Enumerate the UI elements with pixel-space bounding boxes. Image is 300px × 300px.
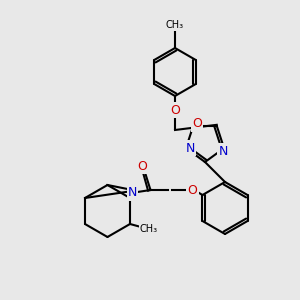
Text: O: O [192,117,202,130]
Text: N: N [128,187,137,200]
Text: O: O [188,184,197,196]
Text: CH₃: CH₃ [166,20,184,30]
Text: N: N [218,145,228,158]
Text: O: O [137,160,147,172]
Text: O: O [170,103,180,116]
Text: CH₃: CH₃ [140,224,158,234]
Text: N: N [185,142,195,155]
